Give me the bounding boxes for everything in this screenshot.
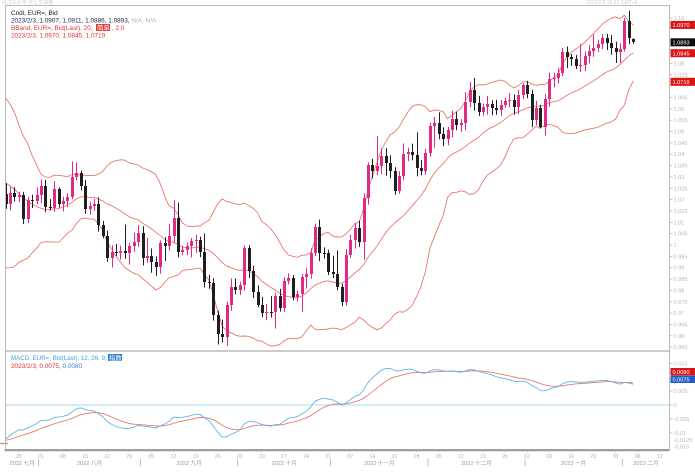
svg-text:0.985: 0.985 bbox=[674, 277, 688, 283]
svg-text:14: 14 bbox=[370, 454, 376, 460]
svg-text:2023/2/3, 1.0970, 1.0845, 1.07: 2023/2/3, 1.0970, 1.0845, 1.0719 bbox=[11, 33, 106, 40]
svg-text:12: 12 bbox=[171, 454, 177, 460]
svg-text:23: 23 bbox=[591, 454, 597, 460]
svg-text:0.005: 0.005 bbox=[674, 389, 688, 395]
svg-text:12: 12 bbox=[458, 454, 464, 460]
svg-text:21: 21 bbox=[392, 454, 398, 460]
svg-text:-0.005: -0.005 bbox=[674, 417, 690, 423]
svg-text:0.955: 0.955 bbox=[674, 345, 688, 351]
svg-text:0: 0 bbox=[674, 403, 677, 409]
svg-text:28: 28 bbox=[414, 454, 420, 460]
svg-text:1.045: 1.045 bbox=[674, 141, 688, 147]
svg-text:07: 07 bbox=[347, 454, 353, 460]
svg-text:0.96: 0.96 bbox=[674, 334, 685, 340]
svg-text:1.03: 1.03 bbox=[674, 175, 685, 181]
svg-text:-0.0125: -0.0125 bbox=[674, 438, 693, 444]
svg-text:1.015: 1.015 bbox=[674, 209, 688, 215]
svg-text:2023/2/3, 1.0907, 1.0911, 1.08: 2023/2/3, 1.0907, 1.0911, 1.0886, 1.0893… bbox=[11, 18, 157, 25]
svg-text:1: 1 bbox=[674, 243, 677, 249]
svg-text:30: 30 bbox=[613, 454, 619, 460]
svg-text:1.01: 1.01 bbox=[674, 220, 685, 226]
svg-text:0.98: 0.98 bbox=[674, 288, 685, 294]
svg-text:08: 08 bbox=[60, 454, 66, 460]
svg-text:1.005: 1.005 bbox=[674, 232, 688, 238]
svg-text:26: 26 bbox=[215, 454, 221, 460]
svg-text:2022 七月: 2022 七月 bbox=[10, 459, 35, 467]
svg-text:22: 22 bbox=[104, 454, 110, 460]
svg-text:2023 二月: 2023 二月 bbox=[633, 460, 658, 467]
svg-text:2023/2/3, 0.0075, 0.0080: 2023/2/3, 0.0075, 0.0080 bbox=[11, 363, 83, 370]
svg-text:0.975: 0.975 bbox=[674, 300, 688, 306]
svg-text:1.0845: 1.0845 bbox=[673, 51, 690, 57]
svg-text:09: 09 bbox=[546, 454, 552, 460]
svg-text:16: 16 bbox=[568, 454, 574, 460]
svg-text:26: 26 bbox=[502, 454, 508, 460]
svg-text:0.0075: 0.0075 bbox=[673, 377, 690, 383]
svg-text:1.02: 1.02 bbox=[674, 198, 685, 204]
svg-text:06: 06 bbox=[635, 454, 641, 460]
svg-text:10: 10 bbox=[259, 454, 265, 460]
svg-text:1.0719: 1.0719 bbox=[673, 80, 690, 86]
svg-text:1.0970: 1.0970 bbox=[673, 23, 690, 29]
svg-text:, 2.0: , 2.0 bbox=[112, 25, 125, 32]
svg-text:Cndl, EUR=, Bid: Cndl, EUR=, Bid bbox=[11, 10, 58, 17]
svg-text:-0.015: -0.015 bbox=[674, 445, 690, 451]
svg-text:1.055: 1.055 bbox=[674, 118, 688, 124]
svg-text:17: 17 bbox=[281, 454, 287, 460]
svg-text:1.0893: 1.0893 bbox=[673, 41, 690, 47]
svg-text:05: 05 bbox=[149, 454, 155, 460]
svg-text:0.015: 0.015 bbox=[674, 361, 688, 367]
svg-text:2023 一月: 2023 一月 bbox=[561, 460, 586, 467]
svg-text:简单: 简单 bbox=[97, 23, 110, 32]
svg-text:0.995: 0.995 bbox=[674, 254, 688, 260]
svg-text:1.06: 1.06 bbox=[674, 107, 685, 113]
svg-text:MACD, EUR=, Bid(Last), 12, 26,: MACD, EUR=, Bid(Last), 12, 26, 9, bbox=[11, 355, 107, 362]
svg-text:2022 十二月: 2022 十二月 bbox=[461, 459, 492, 467]
svg-text:0.965: 0.965 bbox=[674, 323, 688, 329]
svg-text:19: 19 bbox=[480, 454, 486, 460]
svg-text:1.05: 1.05 bbox=[674, 130, 685, 136]
svg-text:19: 19 bbox=[193, 454, 199, 460]
svg-text:29: 29 bbox=[126, 454, 132, 460]
svg-text:1.065: 1.065 bbox=[674, 96, 688, 102]
svg-text:2022 八月: 2022 八月 bbox=[77, 460, 102, 467]
svg-text:15: 15 bbox=[82, 454, 88, 460]
svg-text:24: 24 bbox=[303, 454, 309, 460]
svg-text:0.0080: 0.0080 bbox=[673, 370, 690, 376]
svg-text:13: 13 bbox=[657, 454, 663, 460]
svg-text:指数: 指数 bbox=[109, 353, 122, 362]
svg-text:1.08: 1.08 bbox=[674, 61, 685, 67]
svg-text:1.025: 1.025 bbox=[674, 186, 688, 192]
svg-text:2022 十一月: 2022 十一月 bbox=[364, 459, 395, 467]
svg-text:25: 25 bbox=[16, 454, 22, 460]
svg-text:1.035: 1.035 bbox=[674, 164, 688, 170]
svg-text:-0.01: -0.01 bbox=[674, 431, 687, 437]
svg-text:0.97: 0.97 bbox=[674, 311, 685, 317]
svg-text:2022 九月: 2022 九月 bbox=[177, 459, 202, 467]
svg-text:1.04: 1.04 bbox=[674, 152, 685, 158]
svg-text:BBand, EUR=, Bid(Last), 20,: BBand, EUR=, Bid(Last), 20, bbox=[11, 25, 93, 32]
svg-text:2022 十月: 2022 十月 bbox=[272, 459, 297, 467]
svg-text:0.99: 0.99 bbox=[674, 266, 685, 272]
svg-text:05: 05 bbox=[436, 454, 442, 460]
